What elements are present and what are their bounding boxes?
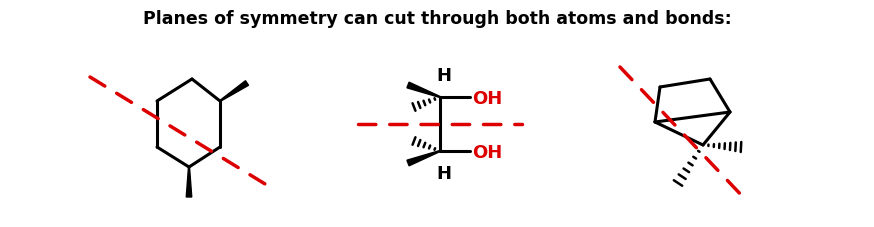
Text: H: H <box>436 164 452 182</box>
Text: OH: OH <box>472 143 503 161</box>
Text: H: H <box>436 67 452 85</box>
Polygon shape <box>219 81 248 102</box>
Polygon shape <box>186 167 191 197</box>
Polygon shape <box>407 151 440 166</box>
Text: Planes of symmetry can cut through both atoms and bonds:: Planes of symmetry can cut through both … <box>142 10 732 28</box>
Polygon shape <box>407 83 440 98</box>
Text: OH: OH <box>472 90 503 108</box>
